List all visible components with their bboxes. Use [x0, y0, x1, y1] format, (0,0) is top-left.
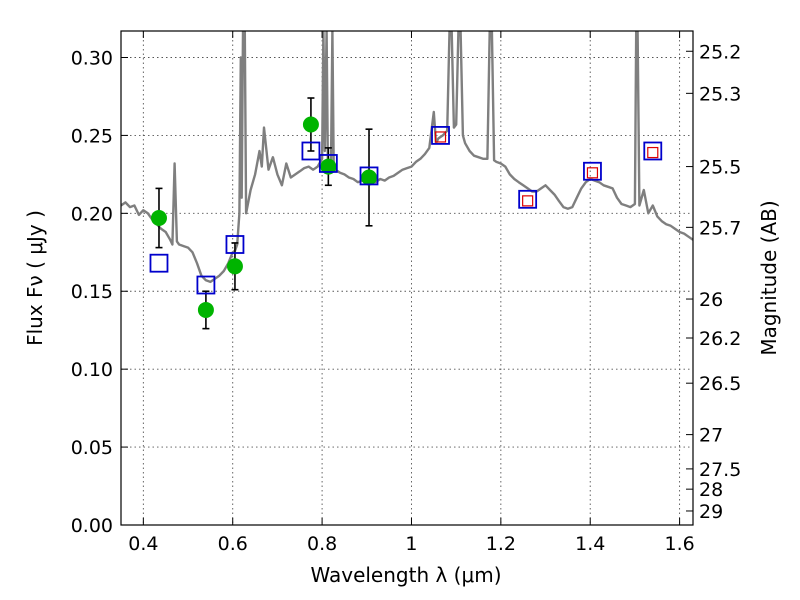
y-tick-label: 0.30	[71, 47, 113, 69]
photometry-markers	[149, 116, 663, 318]
observed-flux-point	[197, 301, 214, 318]
x-tick-label: 1.4	[575, 533, 605, 555]
observed-flux-point	[150, 210, 167, 227]
right-tick-label: 27.5	[699, 459, 741, 481]
observed-flux-point	[302, 116, 319, 133]
y-tick-label: 0.05	[71, 437, 113, 459]
axis-ticks: 0.4 0.6 0.8 1 1.2 1.4 1.6 0.00 0.05 0.10 0.15 0.20 0…	[71, 31, 741, 555]
model-spectrum	[121, 31, 693, 284]
model-flux-square	[196, 275, 216, 295]
right-tick-label: 27	[699, 425, 723, 447]
y-tick-label: 0.20	[71, 203, 113, 225]
right-tick-label: 25.2	[699, 41, 741, 63]
nir-flux-square	[434, 131, 447, 143]
y-tick-label: 0.00	[71, 515, 113, 537]
x-tick-label: 1.2	[486, 533, 516, 555]
model-flux-square	[431, 126, 450, 145]
x-tick-label: 1	[405, 533, 417, 555]
nir-flux-square	[586, 167, 599, 179]
x-tick-label: 0.8	[307, 533, 337, 555]
right-tick-label: 28	[699, 479, 723, 501]
plot-frame	[120, 30, 694, 526]
y-tick-label: 0.15	[71, 281, 113, 303]
right-axis-label: Magnitude (AB)	[757, 200, 781, 355]
model-flux-square	[225, 235, 245, 254]
x-tick-label: 1.6	[664, 533, 694, 555]
right-tick-label: 25.7	[699, 217, 741, 239]
model-flux-square	[301, 141, 321, 161]
right-tick-label: 26.5	[699, 373, 741, 395]
model-flux-square	[518, 189, 538, 209]
observed-flux-point	[226, 258, 243, 275]
right-tick-label: 26	[699, 289, 723, 311]
grid-lines	[121, 31, 693, 526]
right-tick-label: 29	[699, 501, 723, 523]
model-flux-square	[643, 141, 663, 161]
right-tick-label: 26.2	[699, 328, 741, 350]
right-tick-label: 25.3	[699, 83, 741, 105]
x-tick-label: 0.6	[218, 533, 248, 555]
x-tick-label: 0.4	[128, 533, 158, 555]
model-flux-square	[359, 166, 379, 186]
y-axis-label: Flux Fν ( μJy )	[23, 210, 47, 346]
observed-flux-point	[320, 158, 337, 175]
y-tick-label: 0.10	[71, 359, 113, 381]
nir-flux-square	[647, 146, 659, 159]
right-tick-label: 25.5	[699, 157, 741, 179]
x-axis-label: Wavelength λ (μm)	[310, 563, 501, 587]
nir-flux-square	[522, 195, 534, 207]
spectrum-line	[121, 31, 693, 284]
model-flux-square	[149, 253, 169, 273]
observed-flux-point	[361, 169, 378, 186]
model-flux-square	[583, 161, 602, 181]
model-flux-square	[318, 154, 338, 173]
y-tick-label: 0.25	[71, 125, 113, 147]
